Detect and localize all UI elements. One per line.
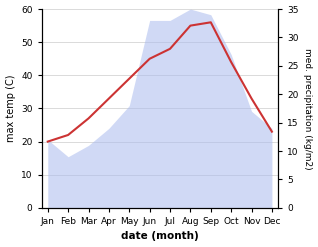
Y-axis label: med. precipitation (kg/m2): med. precipitation (kg/m2) — [303, 48, 313, 169]
X-axis label: date (month): date (month) — [121, 231, 199, 242]
Y-axis label: max temp (C): max temp (C) — [5, 75, 16, 142]
